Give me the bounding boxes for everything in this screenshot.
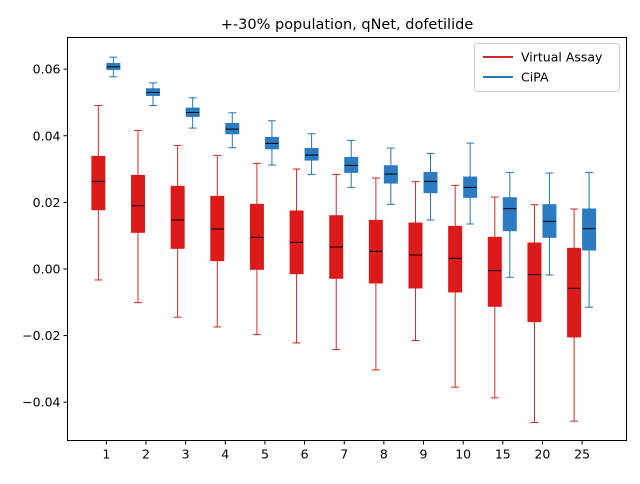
cipa-box-10 (464, 143, 477, 224)
x-tick-label: 20 (534, 447, 550, 462)
virtual-assay-box-8 (369, 178, 382, 370)
box-iqr (305, 148, 318, 160)
virtual-assay-box-6 (290, 169, 303, 343)
y-tick-label: −0.04 (22, 395, 60, 410)
box-iqr (131, 175, 144, 232)
virtual-assay-box-1 (92, 105, 105, 280)
cipa-box-4 (226, 113, 239, 148)
cipa-box-6 (305, 134, 318, 175)
box-iqr (583, 209, 596, 250)
virtual-assay-box-5 (250, 163, 263, 334)
y-tick-label: 0.06 (33, 62, 61, 77)
x-tick-label: 3 (182, 447, 190, 462)
virtual-assay-box-9 (409, 182, 422, 341)
x-tick-label: 1 (102, 447, 110, 462)
legend-label-virtual-assay: Virtual Assay (521, 50, 603, 65)
virtual-assay-box-15 (488, 197, 501, 398)
legend-label-cipa: CiPA (521, 70, 549, 85)
y-tick-label: 0.02 (33, 195, 61, 210)
x-tick-label: 25 (574, 447, 590, 462)
virtual-assay-box-2 (131, 130, 144, 302)
x-tick-label: 2 (142, 447, 150, 462)
cipa-box-7 (345, 140, 358, 187)
x-tick-label: 15 (495, 447, 511, 462)
virtual-assay-box-7 (330, 174, 343, 349)
x-tick-label: 6 (301, 447, 309, 462)
virtual-assay-box-25 (568, 209, 581, 421)
x-tick-label: 7 (340, 447, 348, 462)
cipa-box-1 (107, 57, 120, 77)
cipa-box-9 (424, 153, 437, 220)
y-tick-label: 0.04 (33, 128, 61, 143)
chart-title: +-30% population, qNet, dofetilide (221, 17, 474, 33)
x-tick-label: 9 (420, 447, 428, 462)
x-tick-label: 8 (380, 447, 388, 462)
y-tick-label: −0.02 (22, 328, 60, 343)
cipa-box-15 (503, 172, 516, 277)
cipa-box-3 (186, 98, 199, 128)
virtual-assay-box-20 (528, 205, 541, 423)
legend: Virtual Assay CiPA (475, 44, 620, 92)
box-iqr (171, 186, 184, 248)
cipa-box-20 (543, 173, 556, 275)
cipa-box-8 (384, 148, 397, 204)
box-iqr (503, 198, 516, 231)
x-tick-label: 4 (221, 447, 229, 462)
cipa-box-5 (265, 121, 278, 165)
box-iqr (488, 237, 501, 306)
y-tick-label: 0.00 (33, 261, 61, 276)
cipa-box-25 (583, 172, 596, 307)
virtual-assay-box-10 (449, 185, 462, 387)
x-tick-label: 10 (455, 447, 471, 462)
virtual-assay-box-4 (211, 155, 224, 327)
cipa-box-2 (146, 83, 159, 106)
virtual-assay-box-3 (171, 145, 184, 317)
plot-area: −0.04 −0.02 0.00 0.02 0.04 0.06 1 2 3 4 5 6 7 8 9 10 15 2… (22, 57, 595, 461)
x-tick-label: 5 (261, 447, 269, 462)
box-iqr (449, 226, 462, 292)
box-iqr (568, 248, 581, 337)
box-iqr (528, 243, 541, 322)
plot-frame (68, 38, 627, 441)
box-iqr (92, 156, 105, 209)
box-iqr (424, 172, 437, 192)
